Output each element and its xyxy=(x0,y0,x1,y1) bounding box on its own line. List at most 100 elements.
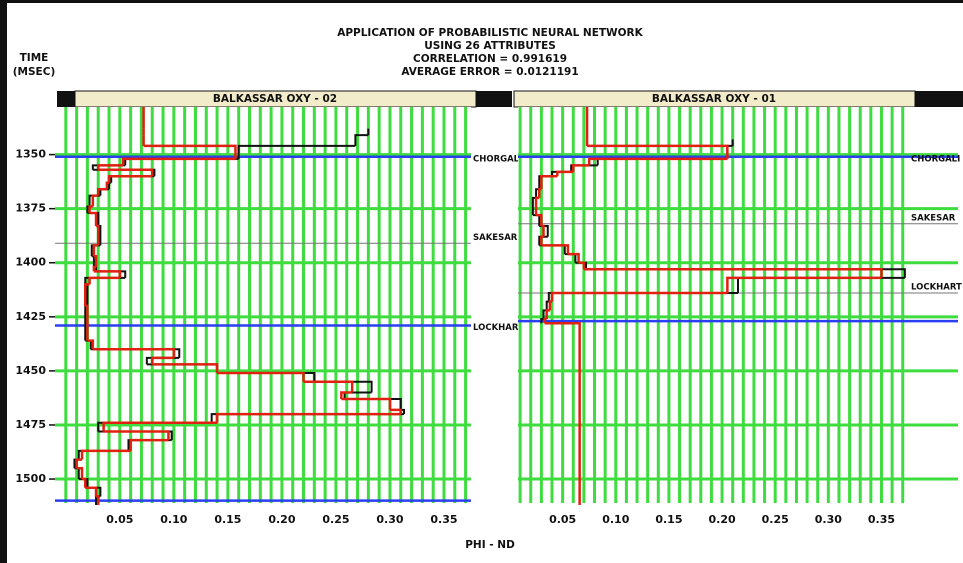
log-step xyxy=(96,164,124,170)
log-step xyxy=(541,244,570,255)
x-axis-label: PHI - ND xyxy=(465,539,515,551)
x-tick-label: 0.20 xyxy=(708,513,735,526)
log-step xyxy=(540,174,558,190)
log-step xyxy=(93,255,98,268)
log-step xyxy=(88,276,120,285)
y-tick-label: 1500 xyxy=(15,472,46,485)
log-step xyxy=(96,495,100,505)
log-step xyxy=(87,339,95,350)
plot-area xyxy=(518,107,958,505)
log-step xyxy=(84,283,90,306)
plot-area xyxy=(55,107,471,505)
y-tick-label: 1400 xyxy=(15,256,46,269)
horizon-label: LOCKHART xyxy=(473,323,524,333)
log-step xyxy=(92,265,97,272)
log-step xyxy=(215,412,401,423)
log-step xyxy=(92,244,99,257)
log-step xyxy=(303,380,354,393)
log-step xyxy=(85,486,98,497)
log-step xyxy=(543,317,547,324)
horizon-label: CHORGALI xyxy=(911,154,960,164)
y-tick-label: 1475 xyxy=(15,418,46,431)
header-block xyxy=(915,91,963,107)
horizon-label: SAKESAR xyxy=(911,213,956,223)
log-step xyxy=(340,391,353,400)
x-tick-label: 0.10 xyxy=(160,513,187,526)
log-step xyxy=(98,168,154,177)
log-step xyxy=(583,267,883,278)
log-step xyxy=(567,252,580,263)
log-step xyxy=(534,196,540,216)
y-tick-label: 1375 xyxy=(15,202,46,215)
y-tick-label: 1350 xyxy=(15,148,46,161)
log-step xyxy=(545,300,549,311)
log-step xyxy=(82,477,87,488)
x-tick-label: 0.30 xyxy=(815,513,842,526)
log-step xyxy=(152,363,219,374)
log-step xyxy=(341,397,392,410)
log-step xyxy=(541,224,545,237)
horizon-label: CHORGALI xyxy=(473,154,522,164)
log-step xyxy=(96,224,100,246)
log-step xyxy=(237,144,356,159)
x-tick-label: 0.25 xyxy=(322,513,349,526)
frame-top xyxy=(0,0,963,3)
log-step xyxy=(102,421,218,432)
log-step xyxy=(548,300,553,311)
title-line: USING 26 ATTRIBUTES xyxy=(424,40,556,52)
x-tick-label: 0.10 xyxy=(602,513,629,526)
y-tick-label: 1425 xyxy=(15,310,46,323)
x-tick-label: 0.35 xyxy=(868,513,895,526)
horizon-label: LOCKHART xyxy=(911,283,962,293)
panel-title: BALKASSAR OXY - 02 xyxy=(213,93,337,105)
x-tick-label: 0.20 xyxy=(268,513,295,526)
x-tick-label: 0.05 xyxy=(549,513,576,526)
log-step xyxy=(150,356,174,365)
log-step xyxy=(587,157,728,166)
log-step xyxy=(354,134,369,146)
y-tick-label: 1450 xyxy=(15,364,46,377)
log-step xyxy=(129,438,169,451)
log-step xyxy=(121,157,236,166)
x-tick-label: 0.25 xyxy=(762,513,789,526)
title-line: APPLICATION OF PROBABILISTIC NEURAL NETW… xyxy=(337,27,643,39)
header-block xyxy=(476,91,512,107)
log-step xyxy=(572,164,590,172)
log-step xyxy=(545,309,550,319)
x-tick-label: 0.35 xyxy=(430,513,457,526)
log-step xyxy=(536,213,543,226)
log-step xyxy=(80,449,131,460)
log-step xyxy=(91,194,99,207)
y-axis-label: TIME xyxy=(20,52,49,64)
x-tick-label: 0.15 xyxy=(655,513,682,526)
log-step xyxy=(538,235,548,246)
log-step xyxy=(107,174,153,183)
log-step xyxy=(538,187,542,198)
log-step xyxy=(92,348,176,358)
log-step xyxy=(105,181,110,190)
log-step xyxy=(88,205,93,213)
y-axis-label: (MSEC) xyxy=(13,66,56,78)
log-step xyxy=(587,144,729,159)
log-step xyxy=(96,187,107,196)
log-step xyxy=(726,276,882,294)
log-step xyxy=(544,322,581,505)
log-step xyxy=(85,304,89,341)
x-tick-label: 0.30 xyxy=(376,513,403,526)
log-step xyxy=(556,170,574,177)
log-step xyxy=(578,261,586,270)
log-step xyxy=(217,371,305,382)
log-step xyxy=(389,408,403,415)
log-step xyxy=(540,317,544,324)
x-tick-label: 0.15 xyxy=(214,513,241,526)
log-step xyxy=(75,458,83,469)
log-step xyxy=(76,466,84,480)
log-step xyxy=(89,211,98,226)
log-step xyxy=(143,144,237,159)
title-line: CORRELATION = 0.991619 xyxy=(413,53,567,65)
log-step xyxy=(540,235,544,246)
log-step xyxy=(108,181,112,190)
title-line: AVERAGE ERROR = 0.0121191 xyxy=(401,66,578,78)
